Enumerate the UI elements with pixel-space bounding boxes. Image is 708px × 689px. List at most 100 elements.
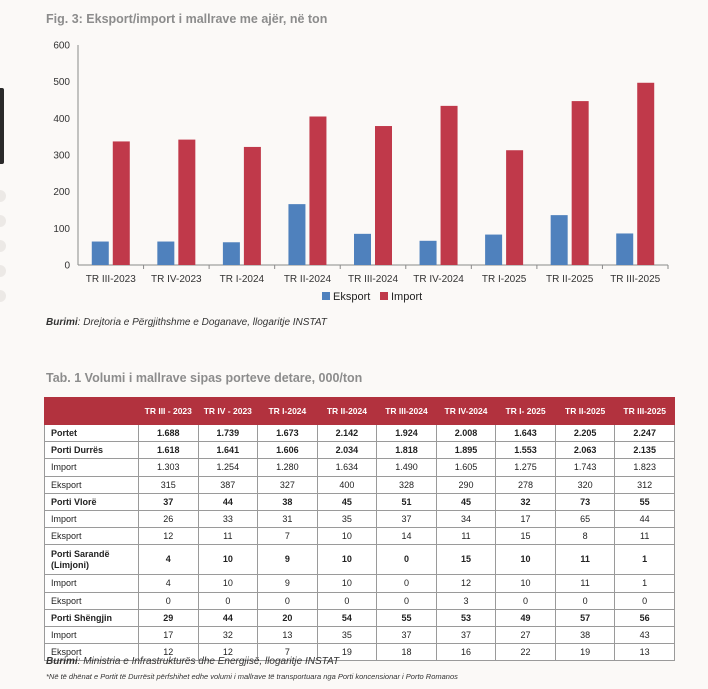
window-edge-handle <box>0 88 4 164</box>
table-cell: 19 <box>554 643 616 662</box>
table-row: Import 1.303 1.254 1.280 1.634 1.490 1.605 1.27… <box>44 458 675 477</box>
bar-import <box>506 150 524 265</box>
table-row: Eksport 315 387 327 400 328 290 278 320 312 <box>44 475 675 494</box>
table-cell: 3 <box>435 591 497 610</box>
legend-label-eksport: Eksport <box>333 291 370 303</box>
table-cell: 1.618 <box>138 441 199 460</box>
table-cell: 0 <box>495 591 556 610</box>
bar-import <box>637 82 655 265</box>
edge-dot <box>0 190 6 202</box>
y-tick-label: 500 <box>53 77 70 88</box>
table-cell: 15 <box>495 527 556 546</box>
table-cell: 29 <box>138 608 199 627</box>
bar-import <box>112 141 130 265</box>
table-source-text: : Ministria e Infrastrukturës dhe Energj… <box>77 656 340 667</box>
table-row: Eksport 0 0 0 0 0 3 0 0 0 <box>44 591 675 610</box>
row-label: Porti Sarandë (Limjoni) <box>44 544 139 576</box>
legend-swatch-import <box>380 292 388 300</box>
x-tick-label: TR IV-2023 <box>151 274 202 285</box>
table-cell: 1.634 <box>316 458 378 477</box>
table-cell: 44 <box>197 608 259 627</box>
table-header-cell: TR II-2024 <box>316 397 378 425</box>
y-tick-label: 100 <box>53 224 70 235</box>
table-row: Portet 1.688 1.739 1.673 2.142 1.924 2.008 1.64… <box>44 423 675 443</box>
table-cell: 0 <box>197 591 259 610</box>
table-cell: 32 <box>197 625 259 645</box>
table-cell: 2.034 <box>316 441 378 460</box>
table-cell: 0 <box>316 591 378 610</box>
table-cell: 37 <box>376 625 437 645</box>
table-cell: 278 <box>495 475 556 494</box>
table-cell: 0 <box>376 591 437 610</box>
table-header-cell: TR I- 2025 <box>495 397 556 425</box>
table-cell: 35 <box>316 625 378 645</box>
x-tick-label: TR III-2023 <box>86 274 136 285</box>
bar-eksport <box>222 242 240 265</box>
table-header-cell: TR IV - 2023 <box>197 397 259 425</box>
table-cell: 14 <box>376 527 437 546</box>
table-cell: 53 <box>435 608 497 627</box>
table-cell: 33 <box>197 509 259 529</box>
table-row: Import 4 10 9 10 0 12 10 11 1 <box>44 574 675 593</box>
table-cell: 55 <box>614 492 675 511</box>
table-header-corner <box>44 397 139 425</box>
bar-eksport <box>485 234 503 265</box>
row-label: Portet <box>44 423 139 443</box>
bar-import <box>178 139 196 265</box>
table-cell: 1.743 <box>554 458 616 477</box>
table-cell: 37 <box>376 509 437 529</box>
table-source-label: Burimi <box>46 656 78 667</box>
table-cell: 0 <box>257 591 318 610</box>
table-header-cell: TR III-2025 <box>614 397 675 425</box>
table-cell: 320 <box>554 475 616 494</box>
table-cell: 1.739 <box>197 423 259 443</box>
table-row: Porti Sarandë (Limjoni) 4 10 9 10 0 15 10 11 1 <box>44 544 675 576</box>
table-cell: 400 <box>316 475 378 494</box>
row-label: Porti Durrës <box>44 441 139 460</box>
bar-import <box>243 146 261 265</box>
row-label: Eksport <box>44 643 139 662</box>
table-cell: 17 <box>138 625 199 645</box>
table-cell: 1.924 <box>376 423 437 443</box>
bar-import <box>309 116 327 265</box>
table-cell: 57 <box>554 608 616 627</box>
bar-eksport <box>616 233 634 265</box>
table-cell: 8 <box>554 527 616 546</box>
table-cell: 56 <box>614 608 675 627</box>
table-cell: 7 <box>257 527 318 546</box>
table-cell: 2.142 <box>316 423 378 443</box>
bar-eksport <box>354 233 371 265</box>
table-cell: 1.823 <box>614 458 675 477</box>
table-row: Eksport 12 12 7 19 18 16 22 19 13 <box>44 643 675 662</box>
table-cell: 0 <box>554 591 616 610</box>
table-cell: 34 <box>435 509 497 529</box>
bar-import <box>440 105 458 265</box>
table-cell: 11 <box>197 527 259 546</box>
table-cell: 1.303 <box>138 458 199 477</box>
row-label: Porti Shëngjin <box>44 608 139 627</box>
table-cell: 32 <box>495 492 556 511</box>
table-cell: 1.818 <box>376 441 437 460</box>
table-cell: 13 <box>257 625 318 645</box>
edge-dot <box>0 290 6 302</box>
table-cell: 327 <box>257 475 318 494</box>
table-cell: 43 <box>614 625 675 645</box>
table-cell: 18 <box>376 643 437 662</box>
row-label: Eksport <box>44 527 139 546</box>
y-tick-label: 600 <box>53 41 70 52</box>
table-cell: 65 <box>554 509 616 529</box>
table-cell: 20 <box>257 608 318 627</box>
table-cell: 1.275 <box>495 458 556 477</box>
table-cell: 1.254 <box>197 458 259 477</box>
legend-label-import: Import <box>391 291 422 303</box>
table-row: Import 17 32 13 35 37 37 27 38 43 <box>44 625 675 645</box>
table-cell: 12 <box>138 527 199 546</box>
table-cell: 12 <box>435 574 497 593</box>
row-label: Import <box>44 458 139 477</box>
table-cell: 7 <box>257 643 318 662</box>
row-label: Porti Vlorë <box>44 492 139 511</box>
bar-eksport <box>288 204 306 265</box>
table-row: Porti Vlorë 37 44 38 45 51 45 32 73 55 <box>44 492 675 511</box>
table-cell: 2.247 <box>614 423 675 443</box>
table-cell: 0 <box>614 591 675 610</box>
